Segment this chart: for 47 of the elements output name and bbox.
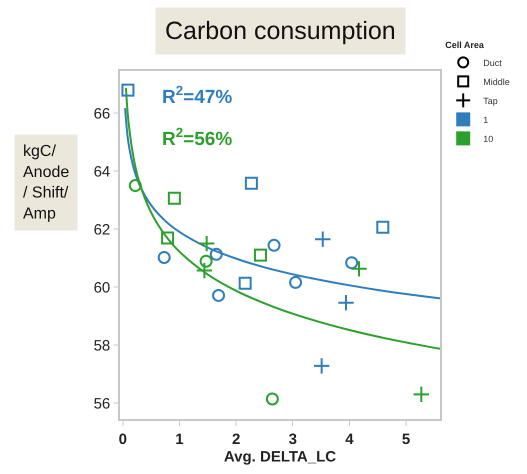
x-tick-label: 0 <box>118 430 127 448</box>
point <box>200 254 213 268</box>
point <box>196 262 214 280</box>
point <box>238 276 252 290</box>
point <box>268 238 281 252</box>
point <box>345 256 358 270</box>
y-tick-label: 64 <box>94 163 110 180</box>
y-axis-title: kgC/ Anode / Shift/ Amp <box>23 143 70 222</box>
y-tick-label: 56 <box>94 395 110 412</box>
chart-title: Carbon consumption <box>165 17 396 45</box>
point <box>312 357 330 375</box>
y-tick-label: 60 <box>94 279 110 296</box>
x-axis-title: Avg. DELTA_LC <box>224 448 336 466</box>
point <box>128 179 142 192</box>
x-tick-label: 2 <box>232 430 240 448</box>
x-tick-label: 1 <box>175 430 184 448</box>
y-tick-label: 58 <box>94 337 110 354</box>
point <box>210 248 223 261</box>
x-tick-label: 4 <box>345 430 354 448</box>
point <box>198 234 216 252</box>
point <box>289 276 302 289</box>
point <box>168 192 181 205</box>
point <box>121 84 134 97</box>
x-tick-label: 5 <box>402 430 410 448</box>
line-series <box>124 107 440 300</box>
point <box>244 176 258 190</box>
legend-label: 1 <box>483 114 488 125</box>
point <box>314 230 332 248</box>
series-label: R$^{2}$=56% <box>162 125 232 150</box>
point <box>337 294 355 312</box>
point <box>266 392 279 406</box>
legend-label: Middle <box>483 76 510 87</box>
point <box>412 386 430 404</box>
series-label: R$^{2}$=47% <box>162 83 232 108</box>
legend-label: Tap <box>483 96 498 106</box>
point <box>350 260 368 278</box>
y-tick-label: 62 <box>94 221 110 238</box>
legend-title: Cell Area <box>445 40 485 50</box>
x-tick-label: 3 <box>288 430 297 448</box>
y-tick-label: 66 <box>94 105 110 122</box>
point <box>254 248 267 262</box>
legend-label: Duct <box>483 58 502 68</box>
point <box>161 232 174 245</box>
point <box>376 220 390 234</box>
point <box>158 250 171 264</box>
point <box>212 288 226 302</box>
legend-label: 10 <box>483 134 494 144</box>
